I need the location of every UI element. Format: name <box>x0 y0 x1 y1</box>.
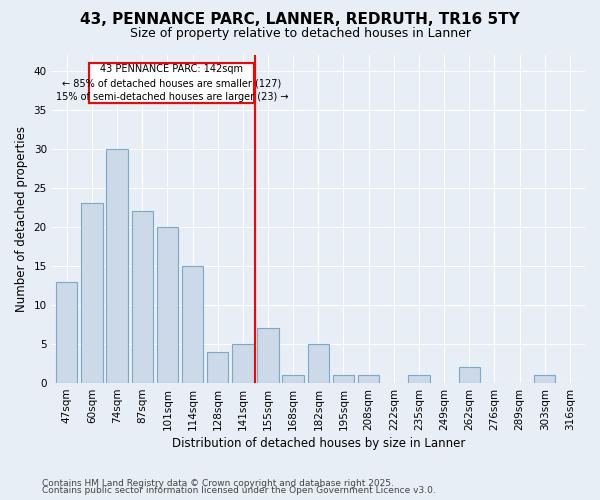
Bar <box>232 344 254 383</box>
Bar <box>358 376 379 383</box>
Text: Size of property relative to detached houses in Lanner: Size of property relative to detached ho… <box>130 28 470 40</box>
Text: 43 PENNANCE PARC: 142sqm
← 85% of detached houses are smaller (127)
15% of semi-: 43 PENNANCE PARC: 142sqm ← 85% of detach… <box>56 64 288 102</box>
Bar <box>157 227 178 383</box>
X-axis label: Distribution of detached houses by size in Lanner: Distribution of detached houses by size … <box>172 437 465 450</box>
Bar <box>81 204 103 383</box>
Bar <box>458 368 480 383</box>
Bar <box>308 344 329 383</box>
Bar <box>333 376 354 383</box>
Text: Contains HM Land Registry data © Crown copyright and database right 2025.: Contains HM Land Registry data © Crown c… <box>42 478 394 488</box>
Bar <box>106 148 128 383</box>
Bar <box>56 282 77 383</box>
Text: 43, PENNANCE PARC, LANNER, REDRUTH, TR16 5TY: 43, PENNANCE PARC, LANNER, REDRUTH, TR16… <box>80 12 520 28</box>
Bar <box>131 211 153 383</box>
Bar <box>283 376 304 383</box>
Bar <box>408 376 430 383</box>
Bar <box>207 352 229 383</box>
Bar <box>182 266 203 383</box>
FancyBboxPatch shape <box>89 63 254 104</box>
Bar <box>534 376 556 383</box>
Y-axis label: Number of detached properties: Number of detached properties <box>15 126 28 312</box>
Bar <box>257 328 279 383</box>
Text: Contains public sector information licensed under the Open Government Licence v3: Contains public sector information licen… <box>42 486 436 495</box>
